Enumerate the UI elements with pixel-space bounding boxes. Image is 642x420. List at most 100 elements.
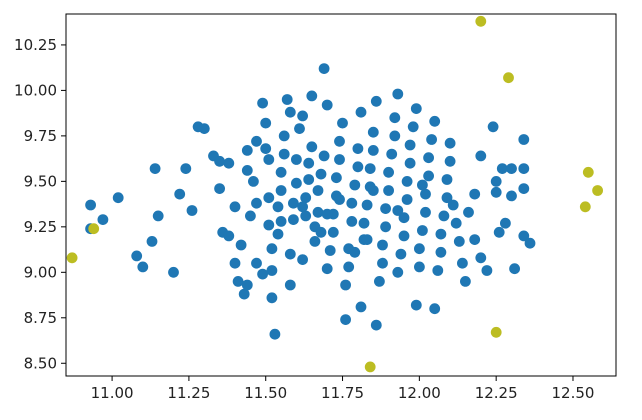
inlier-point [380,221,391,233]
inlier-point [309,236,321,247]
inlier-point [343,261,355,273]
inlier-point [481,265,493,276]
inlier-point [229,257,241,269]
inlier-point [303,157,315,169]
inlier-point [318,150,330,162]
inlier-point [383,166,394,178]
inlier-point [404,139,416,151]
inlier-point [85,199,96,211]
inlier-point [275,166,287,178]
inlier-point [423,152,434,164]
inlier-point [168,266,179,278]
inlier-point [281,94,293,105]
x-tick-label: 11.75 [321,384,364,402]
inlier-point [518,230,530,242]
inlier-point [97,214,109,226]
inlier-point [297,254,308,265]
inlier-point [266,265,278,276]
y-tick-label: 10.25 [14,36,57,54]
inlier-point [524,237,536,249]
inlier-point [321,99,333,111]
inlier-point [300,192,312,204]
inlier-point [334,154,345,165]
x-axis: 11.00 11.25 11.50 11.75 12.00 12.25 12.50 [91,376,595,402]
inlier-point [407,121,419,133]
inlier-point [410,103,422,114]
inlier-point [288,214,299,226]
inlier-point [257,97,268,109]
inlier-point [284,279,296,291]
inlier-point [414,243,425,255]
x-tick-label: 12.50 [552,384,595,402]
y-tick-label: 9.50 [24,172,57,190]
inlier-point [263,192,275,204]
y-tick-label: 9.75 [24,127,57,145]
outlier-point [475,15,487,27]
inlier-point [229,201,241,213]
inlier-point [214,155,226,167]
inlier-point [324,245,336,256]
inlier-point [377,257,388,269]
inlier-point [352,161,364,173]
inlier-point [263,154,275,165]
inlier-point [404,157,416,169]
inlier-point [429,115,441,127]
inlier-point [509,263,520,275]
inlier-point [475,252,487,264]
inlier-point [463,206,474,218]
inlier-point [352,143,364,155]
inlier-point [251,135,262,147]
inlier-point [238,288,250,300]
inlier-point [417,179,428,191]
inlier-point [355,301,367,313]
inlier-point [410,299,422,311]
inlier-point [174,188,186,200]
inlier-point [146,236,158,247]
y-tick-label: 9.00 [24,263,57,281]
inlier-point [389,130,401,142]
inlier-point [346,197,358,209]
inlier-point [275,185,287,196]
inlier-point [389,112,401,124]
inlier-point [367,145,379,156]
inlier-point [518,134,530,145]
inlier-point [398,212,410,224]
inlier-point [493,226,505,238]
inlier-point [370,95,382,107]
inlier-point [340,279,351,291]
inlier-point [300,210,312,222]
outlier-point [503,72,514,84]
inlier-point [241,165,253,176]
inlier-point [414,261,425,273]
x-tick-label: 11.00 [91,384,134,402]
inlier-point [334,194,345,205]
x-tick-label: 12.25 [475,384,518,402]
inlier-point [241,145,253,156]
inlier-point [131,250,143,262]
inlier-point [346,216,358,227]
y-tick-label: 9.25 [24,218,57,236]
inlier-point [288,197,299,209]
inlier-point [321,208,333,220]
inlier-point [444,155,456,167]
inlier-point [297,201,308,213]
inlier-point [380,203,391,215]
inlier-point [429,303,441,315]
inlier-point [469,234,481,246]
inlier-point [401,176,413,187]
y-tick-label: 8.75 [24,309,57,327]
inlier-point [518,183,530,195]
inlier-point [251,197,262,209]
inlier-point [374,276,385,287]
inlier-point [401,194,413,205]
inlier-point [303,174,315,185]
inlier-point [306,141,318,153]
inlier-point [435,246,447,258]
inlier-point [361,234,373,246]
y-tick-label: 8.50 [24,354,57,372]
inlier-point [423,170,434,182]
inlier-point [284,106,296,118]
inlier-point [321,263,333,275]
inlier-point [487,121,499,133]
inlier-point [245,210,256,222]
